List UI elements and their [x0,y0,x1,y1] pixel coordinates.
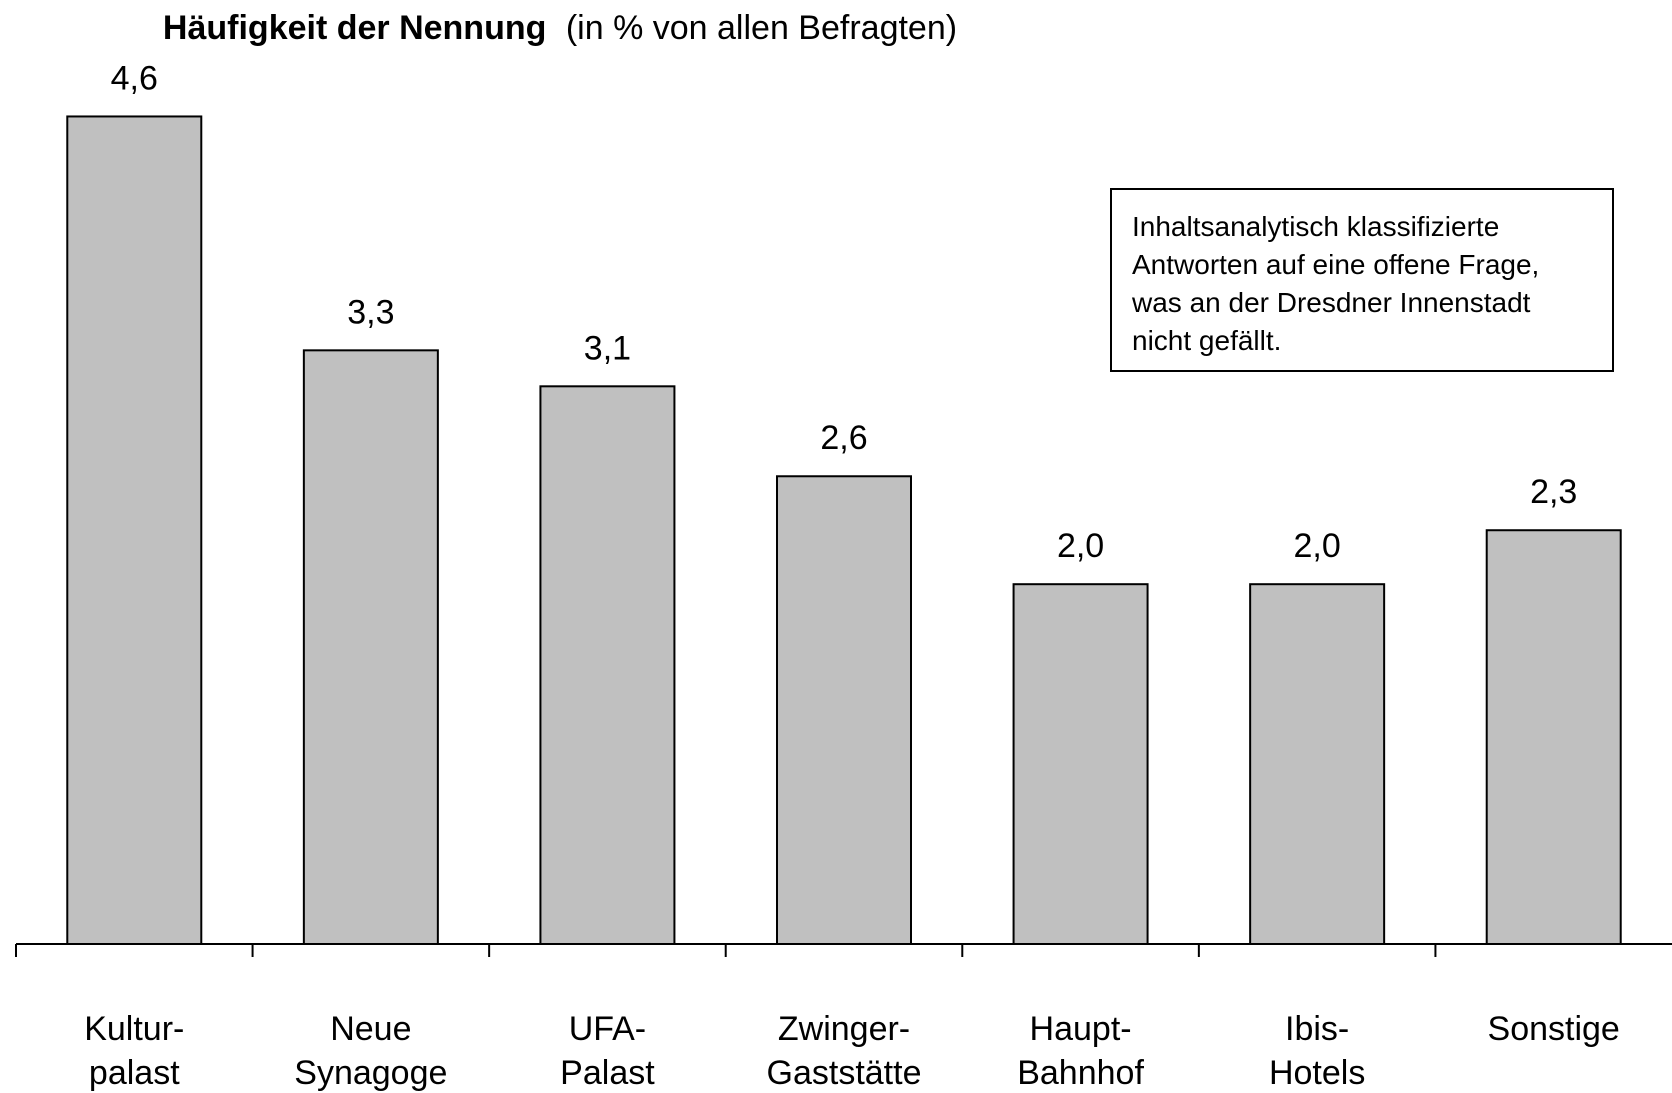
bar [776,475,912,945]
x-tick-label: Kultur- palast [84,1010,185,1092]
x-tick-label: Ibis- Hotels [1268,1010,1366,1092]
bar [1249,583,1386,945]
value-label: 2,0 [1294,527,1341,565]
x-tick-label: Haupt- Bahnhof [1017,1010,1144,1092]
bar [66,115,203,945]
chart-title: Häufigkeit der Nennung (in % von allen B… [163,9,957,47]
annotation: Inhaltsanalytisch klassifizierte Antwort… [1110,188,1614,372]
value-label: 2,3 [1530,473,1577,511]
value-label: 3,1 [584,329,631,367]
x-tick-label: UFA- Palast [560,1010,655,1092]
bar [539,385,676,945]
x-tick-label: Zwinger- Gaststätte [766,1010,922,1092]
x-tick-label: Neue Synagoge [294,1010,448,1092]
value-label: 3,3 [347,293,394,331]
x-tick-label: Sonstige [1487,1010,1620,1048]
value-label: 2,0 [1057,527,1104,565]
subtitle: (in % von allen Befragten) [566,9,957,47]
bar [1012,583,1149,945]
bar [1485,529,1622,945]
bar [302,349,439,945]
value-label: 2,6 [820,419,867,457]
title: Häufigkeit der Nennung [163,9,546,47]
value-label: 4,6 [111,59,158,97]
